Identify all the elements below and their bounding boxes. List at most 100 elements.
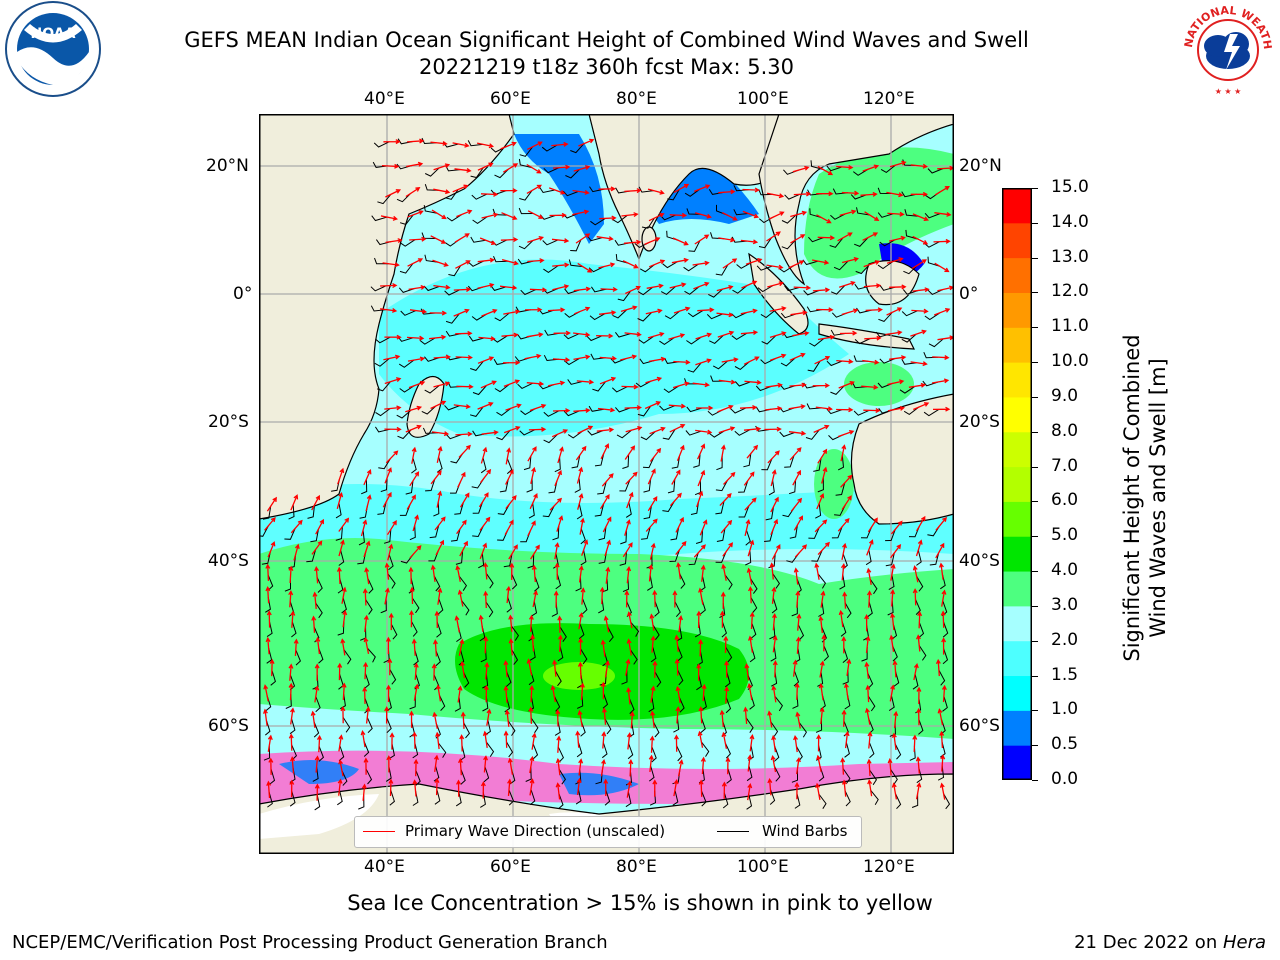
- wind-barb: [433, 575, 441, 592]
- wind-barb: [517, 382, 534, 390]
- wind-barb: [715, 479, 729, 492]
- wave-direction-arrow: [769, 306, 787, 312]
- wind-barb: [637, 405, 652, 417]
- wind-barb: [523, 455, 532, 471]
- noaa-logo: NOAA: [4, 0, 102, 98]
- wind-barb: [589, 186, 605, 193]
- wind-barb: [687, 309, 704, 318]
- wave-zone-low-arabian: [514, 134, 604, 244]
- wave-direction-arrow: [888, 235, 906, 242]
- colorbar-tick-label: 12.0: [1051, 281, 1089, 302]
- wave-direction-arrow: [311, 615, 317, 633]
- wave-direction-arrow: [693, 184, 711, 193]
- wave-direction-arrow: [769, 562, 775, 580]
- colorbar-tick-mark: [1032, 675, 1038, 677]
- colorbar-ticks: 0.0 0.5 1.0 1.5 2.0 3.0 4.0 5.0 6.0 7.0 8.0 9.0 10.0…: [1032, 177, 1102, 789]
- wave-direction-arrow: [530, 634, 536, 652]
- wave-direction-arrow: [890, 544, 902, 559]
- wave-direction-arrow: [387, 657, 393, 676]
- wave-direction-arrow: [288, 589, 294, 608]
- lon-tick-top-40e: 40°E: [364, 89, 405, 109]
- wave-direction-arrow: [504, 709, 510, 727]
- wave-zone-3m-westaus: [814, 449, 854, 519]
- wind-barb: [612, 214, 628, 224]
- wind-barb: [899, 385, 916, 394]
- wave-direction-arrow: [412, 779, 418, 797]
- wind-barb: [543, 167, 560, 174]
- wind-barb: [422, 427, 438, 434]
- wind-barb: [852, 168, 869, 176]
- wave-direction-arrow: [363, 614, 369, 633]
- wind-barb: [269, 768, 276, 785]
- wave-direction-arrow: [647, 188, 665, 195]
- wave-direction-arrow: [722, 258, 738, 269]
- wind-barb: [377, 194, 392, 205]
- wind-barb: [411, 597, 420, 614]
- wind-barb: [833, 260, 849, 271]
- wave-direction-arrow: [743, 426, 762, 432]
- wave-direction-arrow: [671, 257, 689, 264]
- wave-direction-arrow: [528, 706, 534, 724]
- wave-direction-arrow: [816, 191, 834, 197]
- wind-barb: [376, 381, 391, 392]
- wave-direction-arrow: [338, 759, 344, 777]
- wind-barb: [901, 310, 918, 317]
- wave-direction-arrow: [479, 237, 497, 246]
- wave-direction-arrow: [796, 613, 802, 631]
- wind-barb: [867, 601, 873, 618]
- wave-direction-arrow: [839, 330, 858, 336]
- wind-barb: [267, 791, 273, 808]
- wave-direction-arrow: [674, 634, 680, 652]
- wave-direction-arrow: [649, 613, 655, 631]
- wind-barb: [677, 669, 684, 686]
- wind-barb: [732, 285, 748, 294]
- wave-direction-arrow: [600, 639, 606, 657]
- colorbar-tick-label: 5.0: [1051, 525, 1079, 546]
- wind-barb: [562, 190, 579, 197]
- wave-direction-arrow: [864, 335, 882, 341]
- wave-direction-arrow: [550, 684, 556, 703]
- wave-direction-arrow: [821, 634, 827, 652]
- wave-direction-arrow: [716, 284, 734, 292]
- wind-barb: [745, 550, 752, 566]
- wave-direction-arrow: [263, 684, 269, 702]
- wave-direction-arrow: [747, 682, 753, 701]
- wave-direction-arrow: [698, 706, 704, 724]
- lat-tick-left-20s: 20°S: [208, 412, 249, 432]
- wave-direction-arrow: [916, 686, 922, 705]
- wave-direction-arrow: [724, 660, 730, 678]
- wave-direction-arrow: [433, 639, 438, 657]
- wave-direction-arrow: [573, 332, 591, 338]
- wave-direction-arrow: [409, 545, 422, 559]
- wave-direction-arrow: [363, 757, 369, 775]
- wave-direction-arrow: [790, 234, 806, 244]
- wind-barb: [316, 577, 323, 593]
- wind-barb: [558, 768, 567, 785]
- wave-direction-arrow: [362, 686, 368, 704]
- wave-direction-arrow: [669, 212, 688, 218]
- wave-direction-arrow: [915, 539, 923, 557]
- colorbar-tick-mark: [1032, 640, 1038, 642]
- wind-barb: [338, 550, 345, 566]
- wave-direction-arrow: [647, 331, 665, 339]
- wind-barb: [621, 669, 628, 685]
- wind-barb: [746, 765, 753, 782]
- wave-direction-arrow: [527, 210, 544, 219]
- wind-barb: [904, 209, 919, 217]
- wave-direction-arrow: [892, 659, 898, 678]
- wind-barb: [399, 214, 414, 225]
- wind-barb: [654, 671, 662, 688]
- wave-direction-arrow: [792, 330, 810, 337]
- noaa-logo-text: NOAA: [31, 26, 76, 42]
- wave-direction-arrow: [362, 588, 368, 606]
- wave-direction-arrow: [864, 614, 870, 632]
- wave-direction-arrow: [865, 635, 871, 653]
- wave-direction-legend-label: Primary Wave Direction (unscaled): [405, 822, 666, 840]
- wind-barb: [458, 649, 465, 666]
- wave-direction-arrow: [452, 142, 470, 148]
- wind-barb: [927, 168, 944, 174]
- wind-barb: [543, 410, 560, 417]
- wave-direction-arrow: [338, 517, 350, 532]
- wave-direction-arrow: [505, 447, 512, 465]
- wind-barb: [797, 624, 805, 641]
